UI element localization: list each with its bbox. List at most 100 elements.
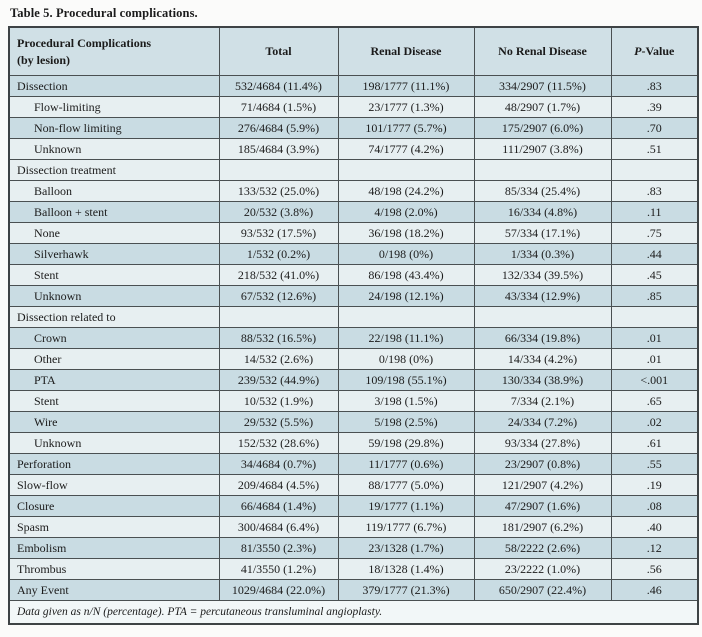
renal-disease-cell: 74/1777 (4.2%) xyxy=(337,138,475,160)
total-cell: 133/532 (25.0%) xyxy=(218,180,339,202)
p-value-cell: .70 xyxy=(610,117,699,139)
no-renal-disease-cell: 48/2907 (1.7%) xyxy=(473,96,612,118)
renal-disease-cell: 0/198 (0%) xyxy=(337,348,475,370)
column-header-complications-line2: (by lesion) xyxy=(17,52,71,67)
total-cell: 1029/4684 (22.0%) xyxy=(218,579,339,601)
p-value-cell: .55 xyxy=(610,453,699,475)
p-value-cell: .83 xyxy=(610,75,699,97)
renal-disease-cell: 11/1777 (0.6%) xyxy=(337,453,475,475)
p-value-cell: .39 xyxy=(610,96,699,118)
total-cell: 10/532 (1.9%) xyxy=(218,390,339,412)
no-renal-disease-cell: 181/2907 (6.2%) xyxy=(473,516,612,538)
p-value-cell: .12 xyxy=(610,537,699,559)
table-row: Balloon + stent 20/532 (3.8%) 4/198 (2.0%)… xyxy=(8,201,699,223)
row-label-cell: Unknown xyxy=(8,138,220,160)
row-label-cell: Slow-flow xyxy=(8,474,220,496)
table-header: Procedural Complications (by lesion) Tot… xyxy=(8,26,699,76)
procedural-complications-table: Procedural Complications (by lesion) Tot… xyxy=(8,26,699,625)
table-row: Stent 218/532 (41.0%) 86/198 (43.4%) 132/33… xyxy=(8,264,699,286)
row-label-cell: Non-flow limiting xyxy=(8,117,220,139)
p-value-header-italic: P xyxy=(634,44,642,58)
total-cell: 29/532 (5.5%) xyxy=(218,411,339,433)
row-label-cell: Closure xyxy=(8,495,220,517)
renal-disease-cell: 48/198 (24.2%) xyxy=(337,180,475,202)
renal-disease-cell: 36/198 (18.2%) xyxy=(337,222,475,244)
table-row: Silverhawk 1/532 (0.2%) 0/198 (0%) 1/334 (0… xyxy=(8,243,699,265)
p-value-cell: .01 xyxy=(610,327,699,349)
renal-disease-cell: 4/198 (2.0%) xyxy=(337,201,475,223)
p-value-cell: .83 xyxy=(610,180,699,202)
row-label-cell: Any Event xyxy=(8,579,220,601)
row-label-cell: Embolism xyxy=(8,537,220,559)
table-footer: Data given as n/N (percentage). PTA = pe… xyxy=(8,600,699,625)
p-value-cell xyxy=(610,159,699,181)
p-value-cell: .45 xyxy=(610,264,699,286)
renal-disease-cell: 88/1777 (5.0%) xyxy=(337,474,475,496)
total-cell: 300/4684 (6.4%) xyxy=(218,516,339,538)
no-renal-disease-cell: 175/2907 (6.0%) xyxy=(473,117,612,139)
table-row: Non-flow limiting 276/4684 (5.9%) 101/1777… xyxy=(8,117,699,139)
footnote-row: Data given as n/N (percentage). PTA = pe… xyxy=(8,600,699,625)
no-renal-disease-cell: 14/334 (4.2%) xyxy=(473,348,612,370)
table-row: Thrombus 41/3550 (1.2%) 18/1328 (1.4%) 23/2… xyxy=(8,558,699,580)
renal-disease-cell: 119/1777 (6.7%) xyxy=(337,516,475,538)
total-cell: 185/4684 (3.9%) xyxy=(218,138,339,160)
no-renal-disease-cell xyxy=(473,159,612,181)
row-label-cell: Spasm xyxy=(8,516,220,538)
p-value-cell: .65 xyxy=(610,390,699,412)
total-cell: 532/4684 (11.4%) xyxy=(218,75,339,97)
total-cell: 66/4684 (1.4%) xyxy=(218,495,339,517)
row-label-cell: Silverhawk xyxy=(8,243,220,265)
row-label-cell: Other xyxy=(8,348,220,370)
row-label-cell: Crown xyxy=(8,327,220,349)
p-value-cell: .01 xyxy=(610,348,699,370)
no-renal-disease-cell: 650/2907 (22.4%) xyxy=(473,579,612,601)
renal-disease-cell: 101/1777 (5.7%) xyxy=(337,117,475,139)
p-value-cell: .75 xyxy=(610,222,699,244)
no-renal-disease-cell: 1/334 (0.3%) xyxy=(473,243,612,265)
renal-disease-cell xyxy=(337,159,475,181)
no-renal-disease-cell: 111/2907 (3.8%) xyxy=(473,138,612,160)
total-cell: 239/532 (44.9%) xyxy=(218,369,339,391)
total-cell: 20/532 (3.8%) xyxy=(218,201,339,223)
p-value-cell: .02 xyxy=(610,411,699,433)
no-renal-disease-cell: 23/2907 (0.8%) xyxy=(473,453,612,475)
row-label-cell: Unknown xyxy=(8,285,220,307)
table-row: Unknown 67/532 (12.6%) 24/198 (12.1%) 43/33… xyxy=(8,285,699,307)
table-row: Unknown 185/4684 (3.9%) 74/1777 (4.2%) 111/… xyxy=(8,138,699,160)
column-header-complications: Procedural Complications (by lesion) xyxy=(8,26,220,76)
total-cell: 218/532 (41.0%) xyxy=(218,264,339,286)
table-body: Dissection 532/4684 (11.4%) 198/1777 (11.1… xyxy=(8,75,699,601)
total-cell: 67/532 (12.6%) xyxy=(218,285,339,307)
row-label-cell: Unknown xyxy=(8,432,220,454)
table-row: Stent 10/532 (1.9%) 3/198 (1.5%) 7/334 (2.1… xyxy=(8,390,699,412)
no-renal-disease-cell: 24/334 (7.2%) xyxy=(473,411,612,433)
table-row: Other 14/532 (2.6%) 0/198 (0%) 14/334 (4.2%… xyxy=(8,348,699,370)
column-header-total: Total xyxy=(218,26,339,76)
total-cell: 93/532 (17.5%) xyxy=(218,222,339,244)
p-value-cell: .46 xyxy=(610,579,699,601)
p-value-cell: <.001 xyxy=(610,369,699,391)
row-label-cell: Wire xyxy=(8,411,220,433)
column-header-p-value: P-Value xyxy=(610,26,699,76)
total-cell: 34/4684 (0.7%) xyxy=(218,453,339,475)
column-header-renal-disease: Renal Disease xyxy=(337,26,475,76)
row-label-cell: Balloon xyxy=(8,180,220,202)
total-cell: 71/4684 (1.5%) xyxy=(218,96,339,118)
table-row: None 93/532 (17.5%) 36/198 (18.2%) 57/334 (… xyxy=(8,222,699,244)
renal-disease-cell: 109/198 (55.1%) xyxy=(337,369,475,391)
p-value-cell: .85 xyxy=(610,285,699,307)
table-row: Closure 66/4684 (1.4%) 19/1777 (1.1%) 47/29… xyxy=(8,495,699,517)
p-value-cell: .11 xyxy=(610,201,699,223)
table-row: Balloon 133/532 (25.0%) 48/198 (24.2%) 85/3… xyxy=(8,180,699,202)
table-row: Any Event 1029/4684 (22.0%) 379/1777 (21.3… xyxy=(8,579,699,601)
p-value-header-rest: -Value xyxy=(641,44,675,58)
p-value-cell xyxy=(610,306,699,328)
table-row: Unknown 152/532 (28.6%) 59/198 (29.8%) 93/3… xyxy=(8,432,699,454)
table-title: Table 5. Procedural complications. xyxy=(10,6,198,20)
table-footnote: Data given as n/N (percentage). PTA = pe… xyxy=(8,600,699,625)
renal-disease-cell: 5/198 (2.5%) xyxy=(337,411,475,433)
row-label-cell: Stent xyxy=(8,390,220,412)
p-value-cell: .44 xyxy=(610,243,699,265)
